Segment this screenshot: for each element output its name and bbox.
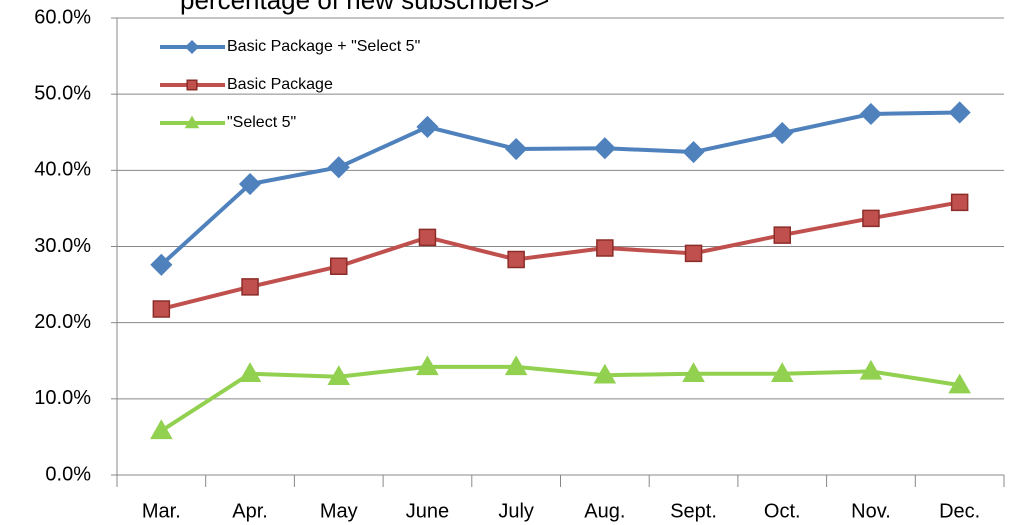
marker bbox=[184, 115, 200, 129]
series-line bbox=[160, 110, 960, 267]
marker bbox=[150, 253, 173, 276]
y-tick-label: 20.0% bbox=[34, 311, 91, 333]
series-line bbox=[160, 200, 961, 311]
marker bbox=[507, 250, 525, 269]
marker bbox=[862, 209, 880, 228]
marker bbox=[327, 365, 351, 385]
marker bbox=[241, 278, 259, 296]
marker bbox=[184, 39, 200, 55]
y-tick-label: 10.0% bbox=[34, 387, 91, 409]
y-tick-label: 60.0% bbox=[34, 6, 91, 28]
marker bbox=[773, 226, 791, 244]
marker bbox=[859, 102, 883, 126]
x-tick-label: Apr. bbox=[232, 500, 268, 522]
marker bbox=[948, 101, 971, 124]
series-line bbox=[160, 364, 960, 433]
marker bbox=[238, 362, 262, 382]
marker bbox=[593, 137, 616, 160]
marker bbox=[593, 363, 617, 384]
x-tick-label: Sept. bbox=[670, 500, 717, 522]
marker bbox=[152, 300, 171, 318]
marker bbox=[770, 362, 794, 382]
legend-label: Basic Package + "Select 5" bbox=[227, 38, 420, 55]
marker bbox=[330, 257, 348, 276]
x-tick-label: Mar. bbox=[142, 500, 181, 522]
legend-label: Basic Package bbox=[227, 76, 333, 93]
x-tick-label: Aug. bbox=[584, 500, 625, 522]
marker bbox=[682, 362, 705, 382]
marker bbox=[771, 121, 794, 145]
marker bbox=[859, 359, 883, 380]
y-tick-label: 30.0% bbox=[34, 235, 91, 257]
x-tick-label: Dec. bbox=[939, 500, 980, 522]
marker bbox=[238, 172, 262, 196]
marker bbox=[416, 115, 439, 138]
marker bbox=[150, 419, 173, 440]
marker bbox=[682, 140, 705, 164]
legend-label: "Select 5" bbox=[227, 114, 296, 131]
x-tick-label: Oct. bbox=[764, 500, 801, 522]
marker bbox=[327, 156, 350, 179]
x-tick-label: July bbox=[498, 500, 534, 522]
marker bbox=[416, 355, 439, 376]
marker bbox=[596, 239, 614, 257]
x-tick-label: May bbox=[320, 500, 358, 522]
y-tick-label: 40.0% bbox=[34, 159, 91, 181]
x-tick-label: June bbox=[406, 500, 449, 522]
marker bbox=[950, 193, 969, 212]
marker bbox=[504, 355, 528, 376]
chart-title: percentage of new subscribers> bbox=[180, 0, 549, 15]
marker bbox=[186, 79, 198, 91]
y-tick-label: 0.0% bbox=[45, 463, 91, 485]
marker bbox=[505, 137, 528, 161]
marker bbox=[948, 373, 971, 394]
y-tick-label: 50.0% bbox=[34, 82, 91, 104]
marker bbox=[684, 244, 703, 263]
marker bbox=[418, 228, 437, 247]
x-tick-label: Nov. bbox=[851, 500, 891, 522]
